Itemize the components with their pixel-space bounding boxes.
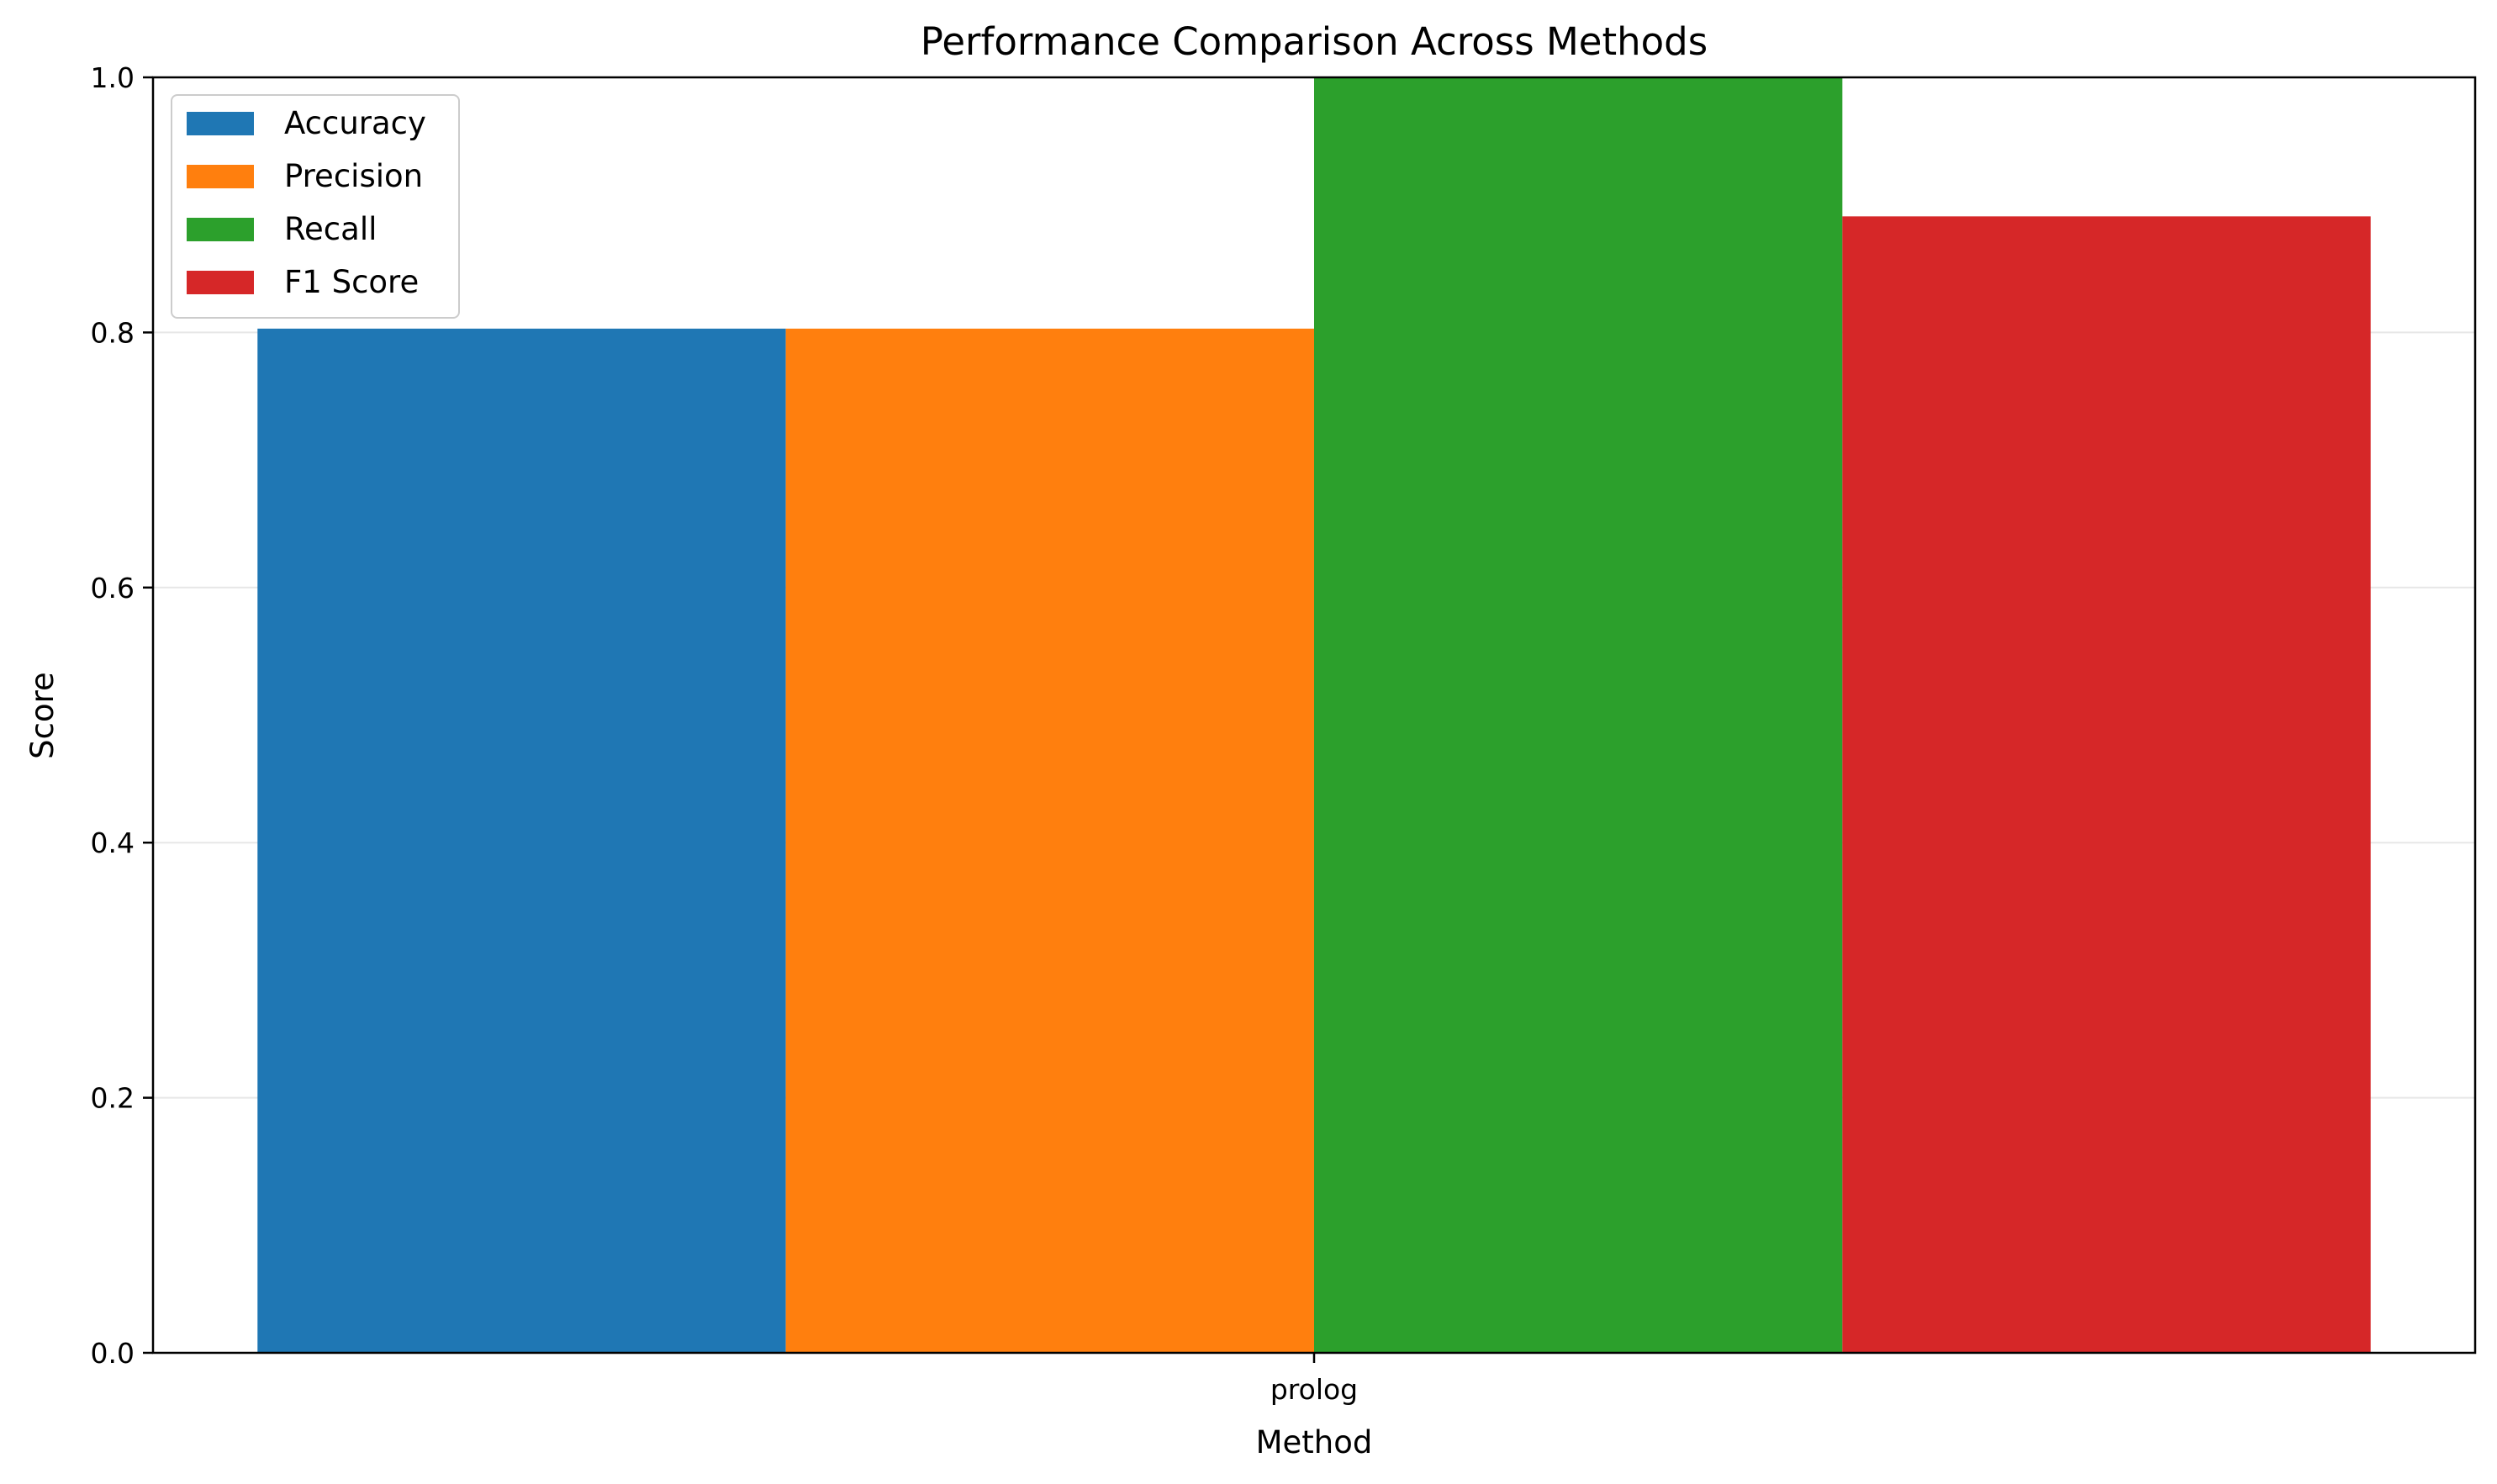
y-tick-label: 0.8 — [91, 316, 135, 349]
legend-swatch-precision — [187, 165, 254, 188]
x-axis-title: Method — [1256, 1424, 1373, 1460]
legend-label: Precision — [284, 158, 423, 194]
legend-label: Recall — [284, 211, 377, 247]
legend-box — [171, 94, 460, 319]
y-axis-ticks: 0.0 0.2 0.4 0.6 0.8 1.0 — [91, 61, 153, 1370]
legend-swatch-recall — [187, 218, 254, 241]
bar-precision-prolog — [785, 328, 1314, 1353]
legend-label: Accuracy — [284, 105, 426, 141]
x-axis-ticks: prolog — [1270, 1353, 1358, 1406]
legend-swatch-f1-score — [187, 271, 254, 294]
bar-recall-prolog — [1314, 77, 1843, 1353]
chart-title: Performance Comparison Across Methods — [921, 19, 1708, 64]
y-tick-label: 1.0 — [91, 61, 135, 94]
y-tick-label: 0.0 — [91, 1337, 135, 1370]
legend-label: F1 Score — [284, 264, 419, 300]
legend: Accuracy Precision Recall F1 Score — [171, 94, 460, 319]
x-tick-label: prolog — [1270, 1373, 1358, 1406]
y-tick-label: 0.4 — [91, 826, 135, 859]
y-tick-label: 0.6 — [91, 572, 135, 605]
bars-group — [257, 77, 2371, 1353]
bar-f1-score-prolog — [1842, 216, 2371, 1353]
y-tick-label: 0.2 — [91, 1082, 135, 1115]
legend-swatch-accuracy — [187, 112, 254, 135]
bar-accuracy-prolog — [257, 328, 786, 1353]
y-axis-title: Score — [24, 672, 61, 759]
